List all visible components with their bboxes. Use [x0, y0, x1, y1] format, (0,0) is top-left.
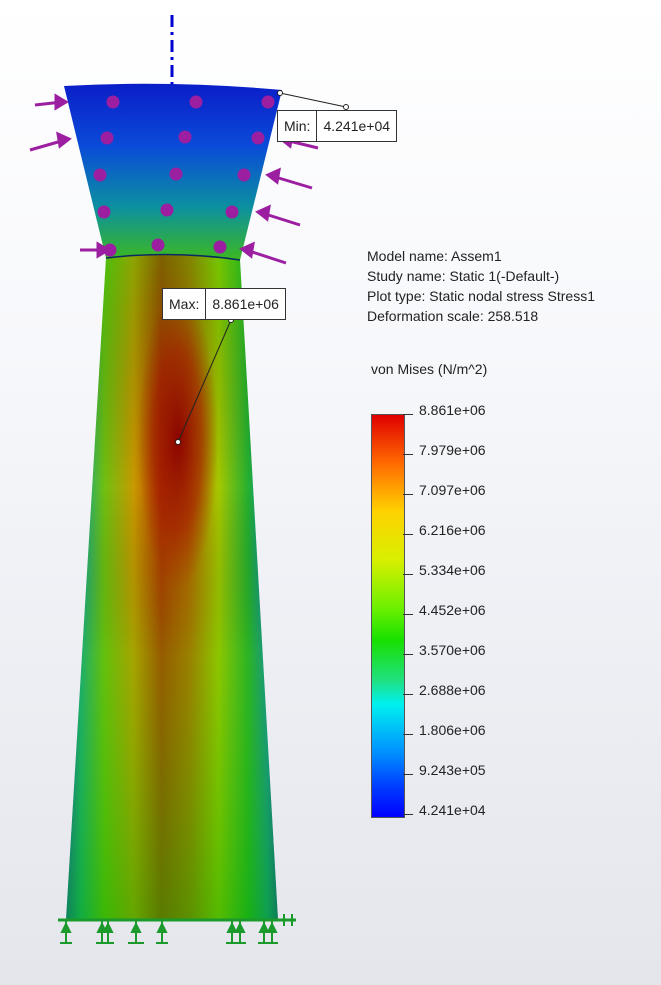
colorbar-tick-label: 6.216e+06: [419, 522, 486, 538]
plot-type-text: Plot type: Static nodal stress Stress1: [367, 288, 595, 304]
tower-body[interactable]: [66, 254, 278, 920]
colorbar-tick: [403, 454, 413, 455]
colorbar-tick: [403, 534, 413, 535]
colorbar-tick: [403, 574, 413, 575]
colorbar-tick-label: 7.979e+06: [419, 442, 486, 458]
colorbar-tick-label: 4.241e+04: [419, 802, 486, 818]
legend-title: von Mises (N/m^2): [371, 361, 488, 377]
study-name-text: Study name: Static 1(-Default-): [367, 268, 560, 284]
fixed-geometry-icon: [58, 914, 296, 944]
colorbar-tick: [403, 734, 413, 735]
colorbar-tick-label: 7.097e+06: [419, 482, 486, 498]
study-info-block: Model name: Assem1 Study name: Static 1(…: [367, 246, 595, 326]
colorbar-tick-label: 9.243e+05: [419, 762, 486, 778]
colorbar-tick: [403, 694, 413, 695]
model-name-text: Model name: Assem1: [367, 248, 502, 264]
min-probe-label[interactable]: Min: 4.241e+04: [277, 110, 398, 142]
colorbar: [371, 414, 405, 818]
colorbar-tick: [403, 814, 413, 815]
colorbar-tick: [403, 654, 413, 655]
max-probe-label[interactable]: Max: 8.861e+06: [162, 288, 286, 320]
colorbar-tick-label: 1.806e+06: [419, 722, 486, 738]
colorbar-tick: [403, 774, 413, 775]
colorbar-tick: [403, 494, 413, 495]
max-probe-caption: Max:: [163, 289, 207, 319]
colorbar-tick-label: 5.334e+06: [419, 562, 486, 578]
deformation-scale-text: Deformation scale: 258.518: [367, 308, 539, 324]
probe-leader-lines: [175, 90, 349, 445]
colorbar-tick-label: 2.688e+06: [419, 682, 486, 698]
colorbar-tick-label: 3.570e+06: [419, 642, 486, 658]
colorbar-tick: [403, 614, 413, 615]
min-probe-value: 4.241e+04: [323, 118, 391, 134]
colorbar-tick-label: 4.452e+06: [419, 602, 486, 618]
min-probe-caption: Min:: [278, 111, 318, 141]
colorbar-tick: [403, 414, 413, 415]
force-arrow-icon: [29, 93, 319, 265]
colorbar-tick-label: 8.861e+06: [419, 402, 486, 418]
max-probe-value: 8.861e+06: [212, 296, 279, 312]
